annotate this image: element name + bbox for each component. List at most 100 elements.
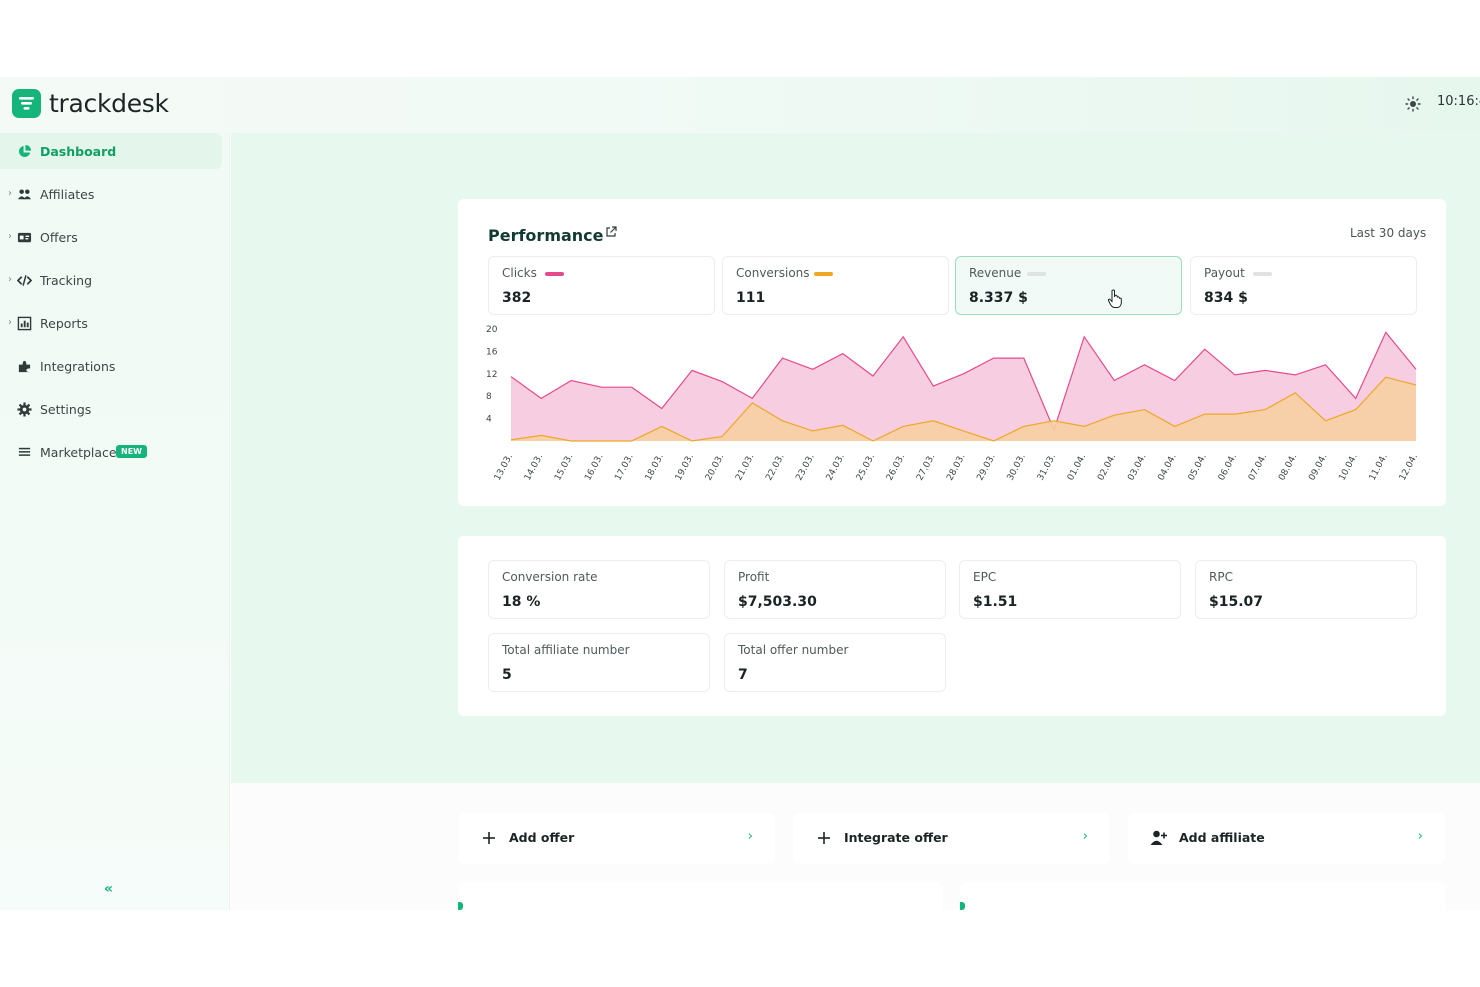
metric-label: Conversions bbox=[736, 266, 810, 280]
sidebar-item-dashboard[interactable]: Dashboard bbox=[0, 133, 222, 169]
stat-label: Total offer number bbox=[738, 643, 849, 657]
stat-value: $7,503.30 bbox=[738, 594, 817, 610]
add-affiliate-button[interactable]: Add affiliate › bbox=[1128, 813, 1445, 864]
y-tick-label: 20 bbox=[486, 325, 498, 335]
sidebar-item-label: Reports bbox=[40, 316, 88, 331]
stat-value: $1.51 bbox=[973, 594, 1018, 610]
stat-rpc: RPC $15.07 bbox=[1195, 560, 1417, 619]
logo[interactable]: trackdesk bbox=[12, 89, 169, 118]
series-line-0 bbox=[510, 331, 1417, 432]
stat-value: 5 bbox=[502, 667, 512, 683]
metric-conversions[interactable]: Conversions 111 bbox=[722, 256, 949, 315]
stat-profit: Profit $7,503.30 bbox=[724, 560, 946, 619]
pie-chart-icon bbox=[18, 144, 32, 158]
performance-title: Performance bbox=[488, 226, 604, 245]
trackdesk-logo-icon bbox=[12, 89, 41, 118]
x-tick-label: 16.03. bbox=[583, 452, 605, 482]
metric-value: 382 bbox=[502, 290, 532, 306]
hand-cursor-icon bbox=[1107, 289, 1122, 308]
x-tick-label: 13.03. bbox=[493, 452, 515, 482]
x-tick-label: 11.04. bbox=[1368, 452, 1390, 482]
y-tick-label: 12 bbox=[486, 370, 497, 380]
integrate-offer-button[interactable]: Integrate offer › bbox=[793, 813, 1110, 864]
stat-label: Conversion rate bbox=[502, 570, 598, 584]
sidebar-item-settings[interactable]: Settings bbox=[0, 391, 230, 427]
sidebar-item-label: Settings bbox=[40, 402, 92, 417]
stat-value: $15.07 bbox=[1209, 594, 1264, 610]
card-icon bbox=[17, 232, 32, 243]
sidebar-item-offers[interactable]: › Offers bbox=[0, 219, 230, 255]
x-tick-label: 08.04. bbox=[1277, 452, 1299, 482]
stat-conversion-rate: Conversion rate 18 % bbox=[488, 560, 710, 619]
metric-revenue[interactable]: Revenue 8.337 $ bbox=[955, 256, 1182, 315]
users-icon bbox=[17, 189, 32, 200]
x-tick-label: 25.03. bbox=[855, 452, 877, 482]
series-area-1 bbox=[511, 377, 1416, 441]
chevron-right-icon: › bbox=[1417, 829, 1423, 844]
chevron-right-icon: › bbox=[8, 231, 12, 242]
puzzle-icon bbox=[18, 360, 31, 373]
sidebar-item-integrations[interactable]: Integrations bbox=[0, 348, 230, 384]
list-icon bbox=[18, 447, 31, 456]
code-icon bbox=[17, 275, 32, 286]
metric-label: Revenue bbox=[969, 266, 1022, 280]
sidebar-item-label: Offers bbox=[40, 230, 78, 245]
metric-value: 834 $ bbox=[1204, 290, 1248, 306]
main-content: Performance Last 30 days Clicks 382 Conv… bbox=[231, 133, 1480, 910]
chevron-right-icon: › bbox=[8, 274, 12, 285]
x-tick-label: 28.03. bbox=[945, 452, 967, 482]
sidebar-item-marketplace[interactable]: Marketplace NEW bbox=[0, 434, 230, 470]
sidebar-item-label: Marketplace bbox=[40, 445, 117, 460]
chevron-right-icon: › bbox=[1082, 829, 1088, 844]
sidebar: Dashboard › Affiliates › Offers › bbox=[0, 133, 230, 910]
y-tick-label: 4 bbox=[486, 415, 492, 425]
x-tick-label: 20.03. bbox=[704, 452, 726, 482]
x-tick-label: 09.04. bbox=[1307, 452, 1329, 482]
stat-label: Profit bbox=[738, 570, 770, 584]
bottom-card-left bbox=[458, 882, 943, 910]
x-tick-label: 04.04. bbox=[1156, 452, 1178, 482]
x-tick-label: 21.03. bbox=[734, 452, 756, 482]
x-tick-label: 22.03. bbox=[764, 452, 786, 482]
sidebar-item-tracking[interactable]: › Tracking bbox=[0, 262, 230, 298]
sidebar-item-label: Integrations bbox=[40, 359, 116, 374]
x-tick-label: 01.04. bbox=[1066, 452, 1088, 482]
x-tick-label: 23.03. bbox=[794, 452, 816, 482]
clicks-legend-swatch bbox=[545, 272, 564, 276]
sidebar-item-reports[interactable]: › Reports bbox=[0, 305, 230, 341]
x-tick-label: 17.03. bbox=[613, 452, 635, 482]
external-link-icon[interactable] bbox=[605, 226, 617, 238]
collapse-sidebar-button[interactable]: « bbox=[104, 881, 114, 897]
x-tick-label: 07.04. bbox=[1247, 452, 1269, 482]
add-offer-button[interactable]: Add offer › bbox=[458, 813, 775, 864]
sidebar-item-label: Dashboard bbox=[40, 144, 117, 159]
stat-total-affiliates: Total affiliate number 5 bbox=[488, 633, 710, 692]
accent-marker bbox=[458, 902, 463, 910]
x-tick-label: 02.04. bbox=[1096, 452, 1118, 482]
metric-clicks[interactable]: Clicks 382 bbox=[488, 256, 715, 315]
x-tick-label: 18.03. bbox=[644, 452, 666, 482]
conversions-legend-swatch bbox=[814, 272, 833, 276]
metric-payout[interactable]: Payout 834 $ bbox=[1190, 256, 1417, 315]
x-tick-label: 15.03. bbox=[553, 452, 575, 482]
x-tick-label: 06.04. bbox=[1217, 452, 1239, 482]
stat-label: Total affiliate number bbox=[502, 643, 630, 657]
plus-icon bbox=[483, 832, 495, 844]
x-tick-label: 12.04. bbox=[1398, 452, 1420, 482]
date-range-selector[interactable]: Last 30 days bbox=[1350, 226, 1427, 240]
theme-toggle-icon[interactable] bbox=[1405, 96, 1421, 112]
y-tick-label: 8 bbox=[486, 392, 492, 402]
stat-value: 18 % bbox=[502, 594, 541, 610]
chevron-right-icon: › bbox=[747, 829, 753, 844]
add-user-icon bbox=[1150, 830, 1167, 845]
bottom-card-right bbox=[960, 882, 1446, 910]
top-bar: trackdesk 10:16:4 bbox=[0, 77, 1480, 133]
x-tick-label: 19.03. bbox=[674, 452, 696, 482]
sidebar-item-affiliates[interactable]: › Affiliates bbox=[0, 176, 230, 212]
performance-chart: 20 16 12 8 4 13.03. 14.03. 15.03. 16.03. 17.03. 18… bbox=[486, 325, 1420, 482]
x-tick-label: 05.04. bbox=[1187, 452, 1209, 482]
chevron-right-icon: › bbox=[8, 317, 12, 328]
metric-value: 8.337 $ bbox=[969, 290, 1028, 306]
gear-icon bbox=[17, 402, 32, 417]
plus-icon bbox=[818, 832, 830, 844]
